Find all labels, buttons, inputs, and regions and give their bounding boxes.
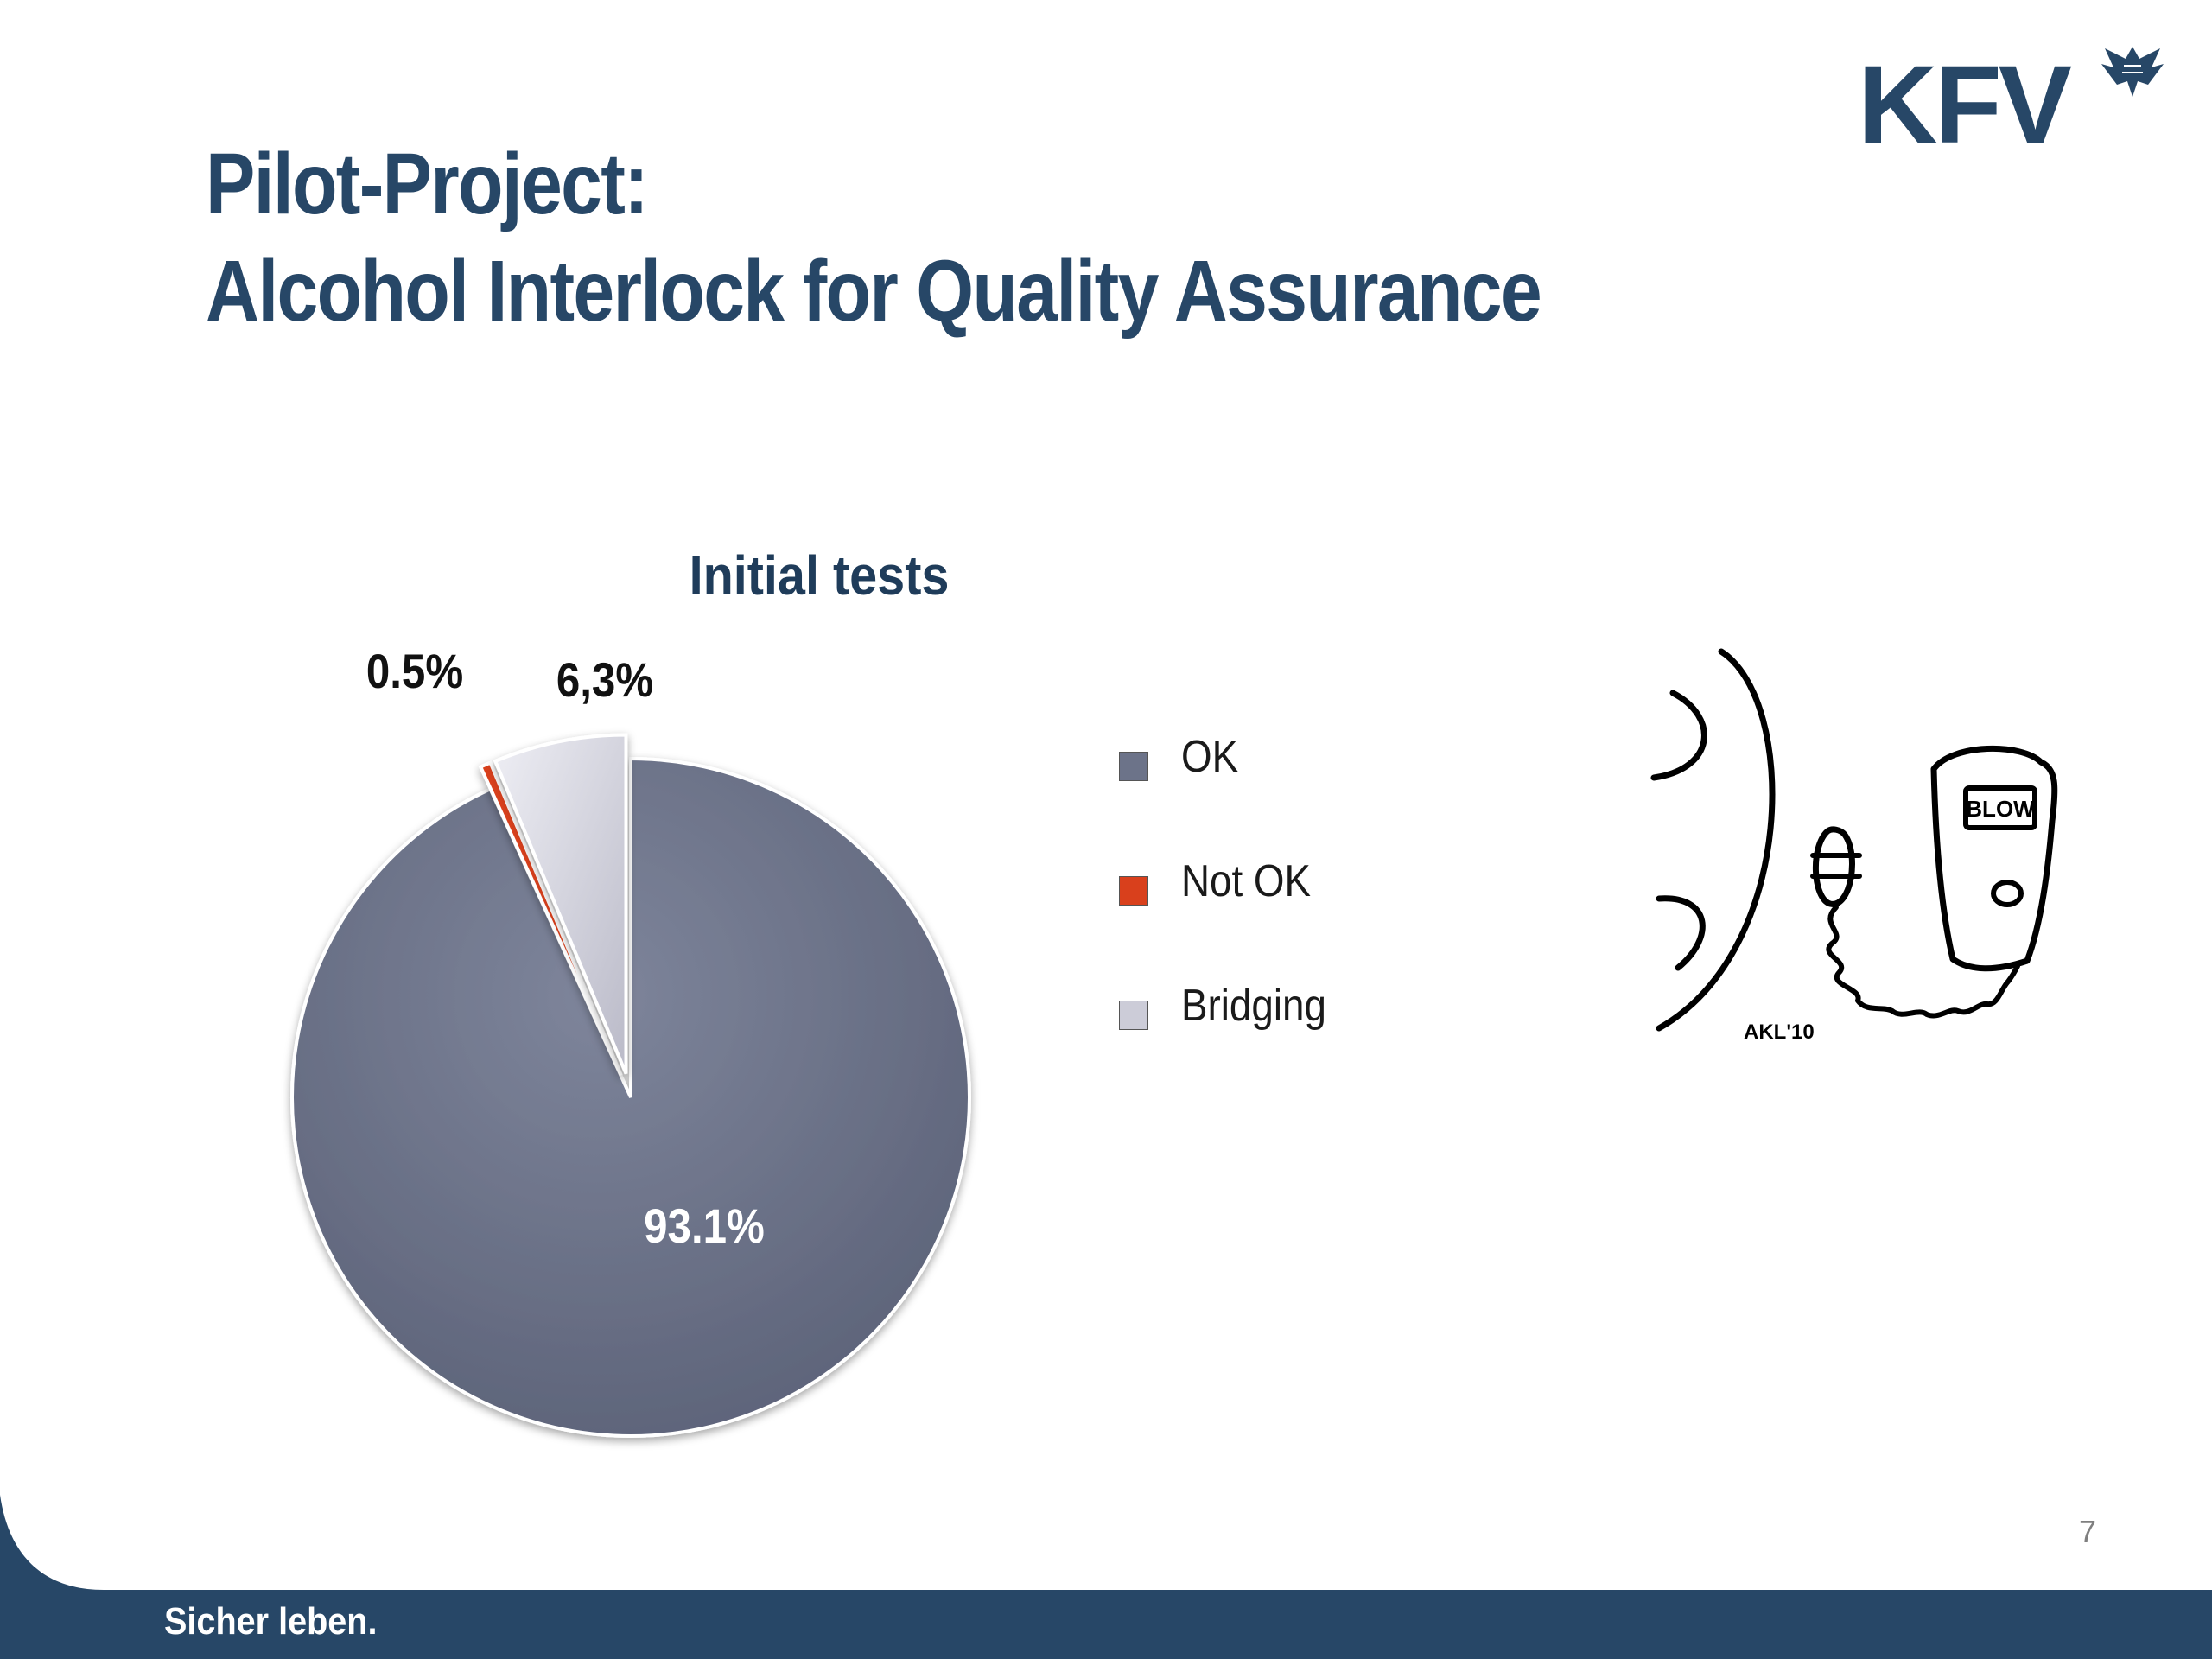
eagle-icon [2101, 47, 2164, 97]
slide-title-line-1: Pilot-Project: [206, 136, 649, 232]
page-number: 7 [2079, 1514, 2097, 1549]
footer-tagline: Sicher leben. [164, 1600, 378, 1643]
slice-label-ok: 93.1% [644, 1199, 765, 1254]
breathalyzer-body [1930, 745, 2058, 972]
legend-label-bridging: Bridging [1181, 981, 1326, 1031]
legend-swatch-not-ok [1119, 876, 1148, 906]
breathalyzer-display-text: BLOW [1966, 796, 2035, 822]
logo-text: KFV [1858, 43, 2072, 167]
slice-label-not-ok: 0.5% [366, 645, 463, 699]
slice-label-bridging: 6,3% [556, 653, 653, 708]
legend-label-ok: OK [1181, 732, 1239, 782]
pie-chart: Initial tests 93.1% 0.5% 6,3% [290, 544, 971, 1438]
coiled-cord [1826, 905, 2020, 1019]
breathalyzer-display [1963, 785, 2037, 830]
pie-slice-ok [290, 756, 971, 1438]
legend-swatch-ok [1119, 752, 1148, 781]
sketch-signature: AKL'10 [1744, 1020, 1815, 1044]
breathalyzer-button [1991, 880, 2024, 907]
kfv-logo: KFV [1858, 41, 2169, 161]
steering-wheel-spoke-bottom [1656, 895, 1706, 971]
footer-curve [0, 1495, 104, 1590]
footer-bar [0, 1590, 2212, 1659]
alcohol-interlock-sketch: BLOW AKL'10 [1650, 648, 2058, 1044]
chart-title: Initial tests [690, 544, 950, 606]
steering-wheel-spoke-top [1650, 690, 1707, 781]
legend-swatch-bridging [1119, 1001, 1148, 1030]
legend-label-not-ok: Not OK [1181, 856, 1312, 906]
slide-title-line-2: Alcohol Interlock for Quality Assurance [206, 243, 1542, 340]
mouthpiece [1812, 826, 1855, 907]
pie-slice-not-ok [478, 760, 623, 1077]
mouthpiece-band [1810, 853, 1862, 879]
steering-wheel-rim [1656, 648, 1776, 1032]
pie-slice-bridging [493, 733, 628, 1075]
